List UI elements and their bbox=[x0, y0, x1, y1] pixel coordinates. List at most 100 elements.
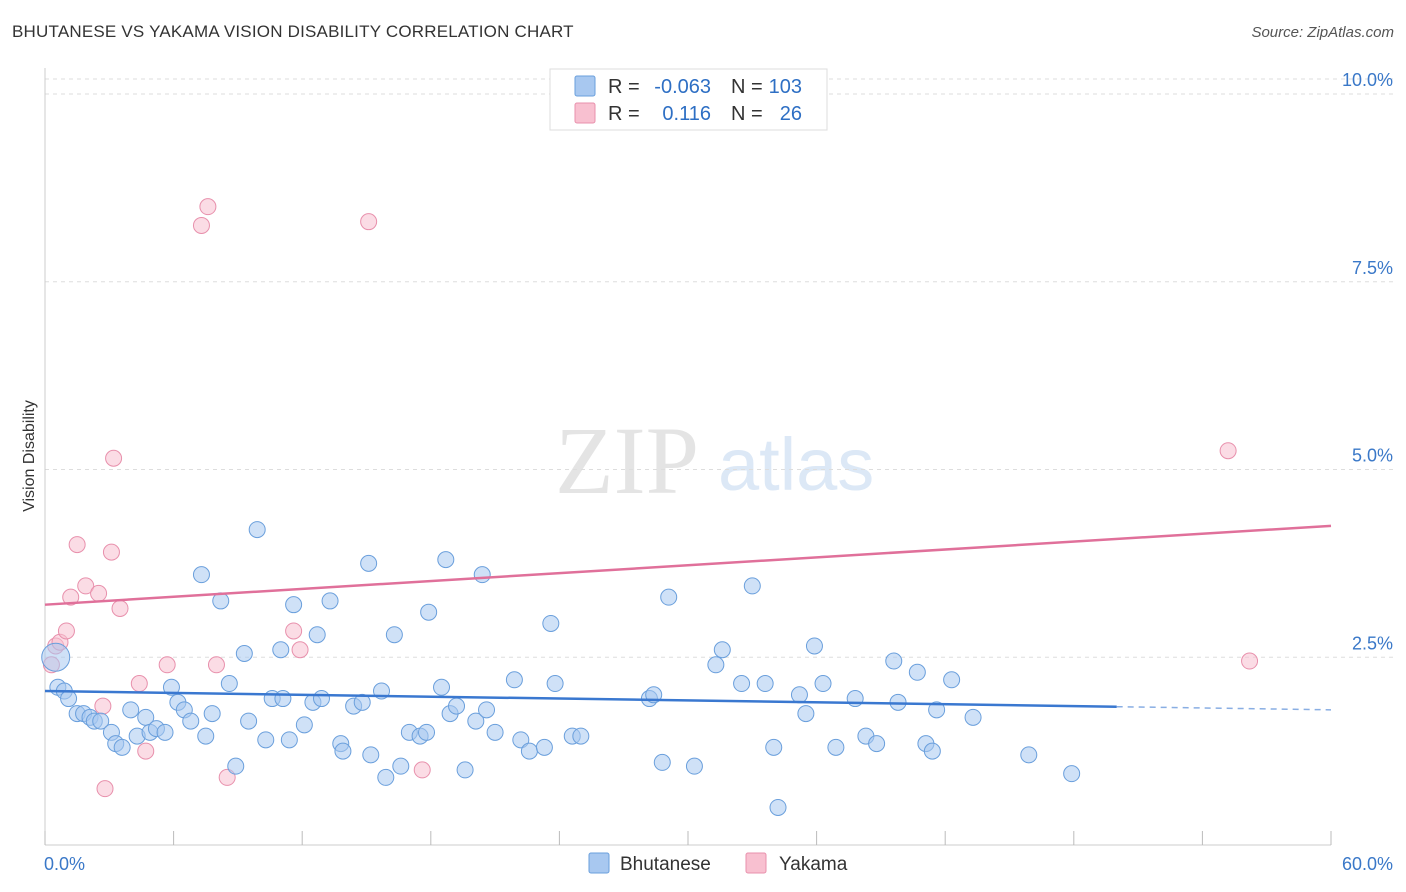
bottom-legend: Bhutanese Yakama bbox=[588, 852, 848, 875]
bhutanese-point bbox=[227, 757, 245, 775]
bhutanese-point bbox=[182, 712, 200, 730]
yakama-point bbox=[360, 213, 378, 231]
yakama-point bbox=[207, 656, 225, 674]
bhutanese-point bbox=[790, 686, 808, 704]
yakama-point bbox=[1219, 442, 1237, 460]
bhutanese-point bbox=[765, 738, 783, 756]
bhutanese-point bbox=[295, 716, 313, 734]
bhutanese-point bbox=[908, 663, 926, 681]
bhutanese-points bbox=[41, 521, 1081, 816]
bhutanese-point bbox=[542, 614, 560, 632]
bhutanese-point bbox=[713, 641, 731, 659]
bhutanese-point bbox=[885, 652, 903, 670]
bhutanese-point bbox=[928, 701, 946, 719]
bottom-legend-swatch-bhutanese bbox=[588, 852, 610, 874]
bhutanese-point bbox=[162, 678, 180, 696]
bhutanese-point bbox=[797, 705, 815, 723]
bhutanese-point bbox=[122, 701, 140, 719]
y-tick-label: 2.5% bbox=[1352, 633, 1393, 653]
bhutanese-point bbox=[420, 603, 438, 621]
y-tick-label: 5.0% bbox=[1352, 446, 1393, 466]
bhutanese-trend-line bbox=[44, 689, 1117, 708]
bhutanese-point bbox=[92, 712, 110, 730]
legend-n-value-yakama: 26 bbox=[780, 103, 802, 125]
bhutanese-point bbox=[478, 701, 496, 719]
bhutanese-point bbox=[448, 697, 466, 715]
bhutanese-point bbox=[280, 731, 298, 749]
bhutanese-point bbox=[814, 675, 832, 693]
source-label: Source: ZipAtlas.com bbox=[1251, 24, 1394, 41]
bhutanese-point bbox=[197, 727, 215, 745]
bhutanese-point bbox=[707, 656, 725, 674]
legend-n-label-bhutanese: N = bbox=[731, 76, 763, 98]
legend-r-label-bhutanese: R = bbox=[608, 76, 640, 98]
yakama-point bbox=[158, 656, 176, 674]
legend-box bbox=[549, 68, 828, 131]
legend-n-value-bhutanese: 103 bbox=[769, 76, 802, 98]
legend-swatch-yakama bbox=[574, 102, 596, 124]
bhutanese-point bbox=[308, 626, 326, 644]
bhutanese-point bbox=[535, 738, 553, 756]
bhutanese-point bbox=[41, 642, 71, 672]
yakama-point bbox=[62, 588, 80, 606]
bhutanese-point bbox=[113, 738, 131, 756]
bhutanese-point bbox=[418, 723, 436, 741]
bhutanese-point bbox=[321, 592, 339, 610]
bhutanese-point bbox=[433, 678, 451, 696]
yakama-point bbox=[57, 622, 75, 640]
yakama-point bbox=[68, 536, 86, 554]
bottom-legend-label-yakama: Yakama bbox=[779, 854, 848, 875]
yakama-point bbox=[111, 599, 129, 617]
bhutanese-point bbox=[353, 693, 371, 711]
bhutanese-point bbox=[360, 554, 378, 572]
bhutanese-point bbox=[520, 742, 538, 760]
bhutanese-point bbox=[377, 768, 395, 786]
bhutanese-point bbox=[312, 690, 330, 708]
chart-title: BHUTANESE VS YAKAMA VISION DISABILITY CO… bbox=[12, 22, 574, 41]
x-tick-label-min: 0.0% bbox=[44, 854, 85, 874]
bhutanese-point bbox=[274, 690, 292, 708]
bhutanese-point bbox=[257, 731, 275, 749]
x-tick-label-max: 60.0% bbox=[1342, 854, 1393, 874]
bhutanese-point bbox=[943, 671, 961, 689]
yakama-point bbox=[130, 675, 148, 693]
yakama-point bbox=[1241, 652, 1259, 670]
yakama-point bbox=[96, 780, 114, 798]
yakama-point bbox=[102, 543, 120, 561]
bhutanese-point bbox=[733, 675, 751, 693]
bhutanese-point bbox=[156, 723, 174, 741]
top-legend: R = -0.063 N = 103 R = 0.116 N = 26 bbox=[549, 68, 828, 131]
bhutanese-point bbox=[437, 551, 455, 569]
yakama-point bbox=[77, 577, 95, 595]
yakama-point bbox=[94, 697, 112, 715]
bhutanese-trend-extension bbox=[1116, 705, 1332, 711]
bhutanese-point bbox=[272, 641, 290, 659]
yakama-point bbox=[90, 584, 108, 602]
watermark-zip: ZIP bbox=[555, 407, 699, 514]
bhutanese-point bbox=[827, 738, 845, 756]
bhutanese-point bbox=[756, 675, 774, 693]
yakama-point bbox=[291, 641, 309, 659]
y-tick-label: 10.0% bbox=[1342, 70, 1393, 90]
yakama-point bbox=[199, 198, 217, 216]
gridlines bbox=[45, 78, 1393, 658]
yakama-point bbox=[285, 622, 303, 640]
bhutanese-point bbox=[505, 671, 523, 689]
bottom-legend-label-bhutanese: Bhutanese bbox=[620, 854, 711, 875]
bhutanese-point bbox=[220, 675, 238, 693]
y-tick-labels: 2.5% 5.0% 7.5% 10.0% bbox=[1342, 70, 1393, 653]
bhutanese-point bbox=[653, 753, 671, 771]
x-axis-ticks bbox=[44, 831, 1332, 845]
yakama-point bbox=[192, 216, 210, 234]
bhutanese-point bbox=[964, 708, 982, 726]
bhutanese-point bbox=[486, 723, 504, 741]
bhutanese-point bbox=[572, 727, 590, 745]
bhutanese-point bbox=[240, 712, 258, 730]
bhutanese-point bbox=[392, 757, 410, 775]
yakama-point bbox=[218, 768, 236, 786]
bhutanese-point bbox=[923, 742, 941, 760]
bhutanese-point bbox=[456, 761, 474, 779]
bhutanese-point bbox=[805, 637, 823, 655]
legend-swatch-bhutanese bbox=[574, 75, 596, 97]
